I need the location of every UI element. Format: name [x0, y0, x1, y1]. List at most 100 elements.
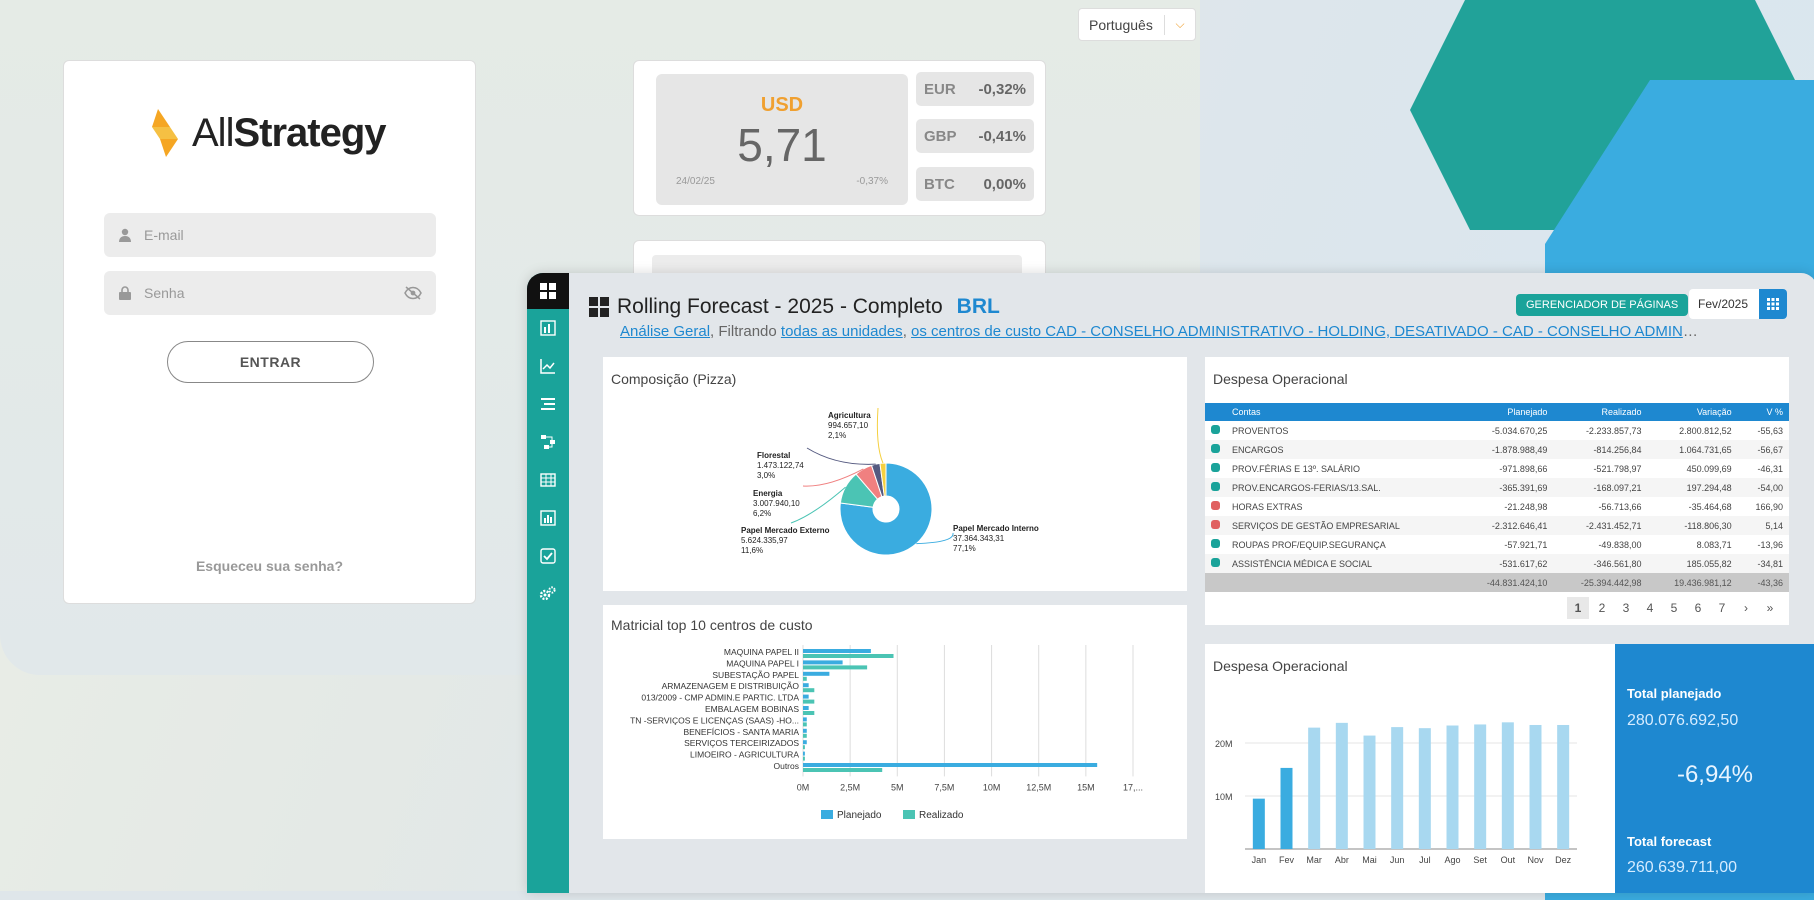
- x-tick-label: Abr: [1335, 855, 1349, 865]
- table-row[interactable]: HORAS EXTRAS -21.248,98 -56.713,66 -35.464,…: [1205, 497, 1789, 516]
- page-button[interactable]: 4: [1646, 601, 1654, 615]
- language-select[interactable]: Português ⌵: [1078, 8, 1196, 41]
- page-button[interactable]: 3: [1622, 601, 1630, 615]
- breadcrumb-link-analysis[interactable]: Análise Geral: [620, 323, 711, 340]
- table-cell-realizado: -49.838,00: [1598, 539, 1642, 550]
- status-dot-icon: [1211, 501, 1220, 510]
- table-header[interactable]: V %: [1737, 403, 1789, 421]
- table-row[interactable]: SERVIÇOS DE GESTÃO EMPRESARIAL -2.312.646…: [1205, 516, 1789, 535]
- bar-planejado: [803, 671, 830, 676]
- table-cell-vpct: -55,63: [1757, 425, 1783, 436]
- page-button[interactable]: »: [1766, 601, 1774, 615]
- pie-label-pct: 6,2%: [753, 509, 771, 518]
- x-tick-label: Jan: [1252, 855, 1267, 865]
- x-tick-label: 17,...: [1123, 782, 1143, 792]
- x-tick-label: Nov: [1527, 855, 1544, 865]
- language-divider: [1164, 14, 1165, 35]
- legend-swatch: [821, 810, 833, 819]
- table-row[interactable]: PROVENTOS -5.034.670,25 -2.233.857,73 2.800…: [1205, 421, 1789, 440]
- currency-row-btc[interactable]: BTC 0,00%: [916, 167, 1034, 201]
- table-total-cell: -44.831.424,10: [1459, 573, 1554, 592]
- currency-row-eur[interactable]: EUR -0,32%: [916, 72, 1034, 106]
- table-cell-planejado: -57.921,71: [1504, 539, 1548, 550]
- table-row[interactable]: ASSISTÊNCIA MÉDICA E SOCIAL -531.617,62 -3…: [1205, 554, 1789, 573]
- currency-main-tile[interactable]: USD 5,71 24/02/25 -0,37%: [656, 74, 908, 205]
- breadcrumb-link-units[interactable]: todas as unidades: [780, 323, 903, 340]
- sidebar-check-icon[interactable]: [527, 537, 569, 575]
- eye-slash-icon[interactable]: [404, 286, 422, 300]
- pie-label-name: Energia: [753, 489, 783, 498]
- legend-swatch: [903, 810, 915, 819]
- table-row[interactable]: ROUPAS PROF/EQUIP.SEGURANÇA -57.921,71 -49…: [1205, 535, 1789, 554]
- currency-date: 24/02/25: [676, 176, 715, 187]
- page-button[interactable]: 6: [1694, 601, 1702, 615]
- currency-row-gbp[interactable]: GBP -0,41%: [916, 119, 1034, 153]
- table-header[interactable]: Realizado: [1553, 403, 1648, 421]
- bar-forecast: [1446, 725, 1459, 849]
- login-button[interactable]: ENTRAR: [167, 341, 374, 383]
- table-cell-variacao: 8.083,71: [1696, 539, 1732, 550]
- table-cell-vpct: -34,81: [1737, 554, 1789, 573]
- kpi-forecast-label: Total forecast: [1627, 834, 1712, 849]
- table-header[interactable]: Variação: [1647, 403, 1738, 421]
- sidebar-dashboard-icon[interactable]: [527, 273, 569, 309]
- sidebar-report-icon[interactable]: [527, 309, 569, 347]
- pie-label-value: 994.657,10: [828, 421, 869, 430]
- x-tick-label: 5M: [891, 782, 904, 792]
- table-cell-planejado: -531.617,62: [1459, 554, 1554, 573]
- page-button[interactable]: 2: [1598, 601, 1606, 615]
- currency-row-change: 0,00%: [983, 175, 1026, 193]
- kpi-planned-label: Total planejado: [1627, 686, 1722, 701]
- x-tick-label: Dez: [1555, 855, 1572, 865]
- y-category-label: ARMAZENAGEM E DISTRIBUIÇÃO: [662, 681, 800, 691]
- sidebar-flow-icon[interactable]: [527, 423, 569, 461]
- table-cell-realizado: -2.431.452,71: [1553, 516, 1648, 535]
- sidebar-table-icon[interactable]: [527, 461, 569, 499]
- x-tick-label: 15M: [1077, 782, 1095, 792]
- chevron-down-icon[interactable]: ⌵: [1175, 17, 1185, 31]
- bar-realizado: [803, 676, 807, 681]
- sidebar-list-icon[interactable]: [527, 385, 569, 423]
- forgot-password-link[interactable]: Esqueceu sua senha?: [195, 558, 344, 574]
- kpi-forecast-value: 260.639.711,00: [1627, 859, 1738, 876]
- table-row[interactable]: PROV.ENCARGOS-FERIAS/13.SAL. -365.391,69-…: [1205, 478, 1789, 497]
- x-tick-label: Jun: [1390, 855, 1405, 865]
- table-header[interactable]: Contas: [1226, 403, 1460, 421]
- page-button[interactable]: ›: [1744, 601, 1748, 615]
- table-cell-vpct: -54,00: [1737, 478, 1789, 497]
- bar-realizado: [803, 756, 805, 761]
- page-button[interactable]: 1: [1567, 597, 1589, 619]
- pie-label-value: 5.624.335,97: [741, 536, 788, 545]
- table-cell-planejado: -971.898,66: [1499, 463, 1548, 474]
- bar-realizado: [803, 745, 805, 750]
- page-button[interactable]: 7: [1718, 601, 1726, 615]
- sidebar-settings-icon[interactable]: [527, 575, 569, 613]
- email-field[interactable]: E-mail: [104, 213, 436, 257]
- table-total-row: -44.831.424,10 -25.394.442,98 19.436.981,1…: [1205, 573, 1789, 592]
- bar-realizado: [803, 733, 807, 738]
- sidebar-bar-chart-icon[interactable]: [527, 499, 569, 537]
- dashboard-title: Rolling Forecast - 2025 - Completo: [617, 295, 943, 318]
- breadcrumb-link-cost-centers[interactable]: os centros de custo CAD - CONSELHO ADMIN…: [911, 323, 1700, 340]
- pie-label-value: 37.364.343,31: [953, 534, 1005, 543]
- table-row[interactable]: ENCARGOS -1.878.988,49 -814.256,84 1.064.73…: [1205, 440, 1789, 459]
- bar-realizado: [803, 654, 894, 658]
- bar-planejado: [803, 694, 809, 699]
- bar-forecast: [1501, 722, 1514, 849]
- grid-icon: [589, 297, 609, 317]
- pie-label-name: Papel Mercado Externo: [741, 526, 830, 535]
- calendar-icon[interactable]: [1759, 289, 1787, 319]
- brand-light: All: [192, 110, 234, 155]
- expense-table: Contas Planejado Realizado Variação V % …: [1205, 403, 1789, 592]
- table-header[interactable]: Planejado: [1459, 403, 1554, 421]
- period-picker[interactable]: Fev/2025: [1689, 289, 1787, 319]
- page-manager-button[interactable]: GERENCIADOR DE PÁGINAS: [1516, 294, 1689, 316]
- sidebar-line-chart-icon[interactable]: [527, 347, 569, 385]
- legend-label: Realizado: [919, 810, 964, 821]
- table-row[interactable]: PROV.FÉRIAS E 13º. SALÁRIO -971.898,66 -52…: [1205, 459, 1789, 478]
- page-button[interactable]: 5: [1670, 601, 1678, 615]
- password-field[interactable]: Senha: [104, 271, 436, 315]
- table-cell-variacao: 2.800.812,52: [1679, 425, 1732, 436]
- bar-realizado: [803, 699, 815, 704]
- password-placeholder: Senha: [144, 285, 185, 301]
